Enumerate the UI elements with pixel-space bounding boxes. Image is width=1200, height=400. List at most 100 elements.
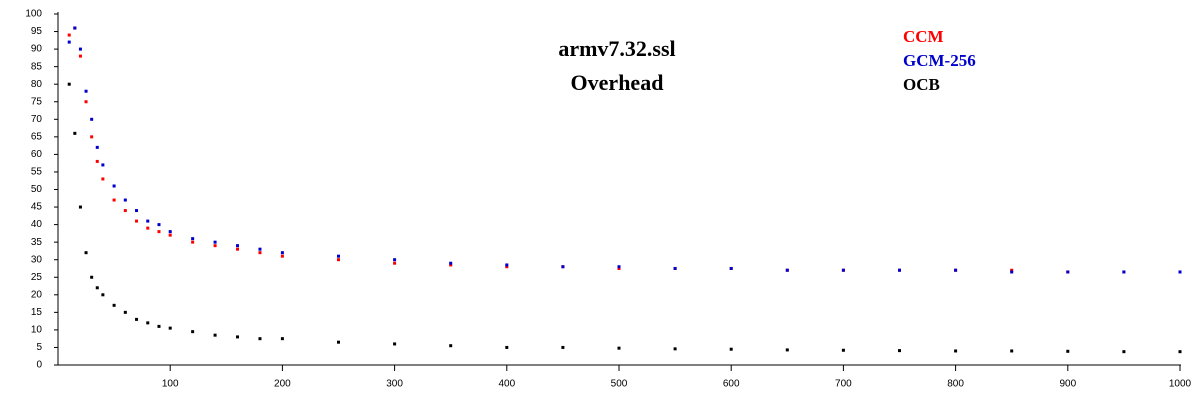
point: [191, 240, 195, 244]
point: [67, 33, 71, 37]
point: [146, 226, 150, 230]
point: [67, 82, 71, 86]
point: [236, 244, 240, 248]
point: [841, 348, 845, 352]
legend-label: GCM-256: [903, 51, 976, 70]
y-tick-label: 75: [31, 96, 43, 107]
x-tick-label: 800: [947, 379, 964, 390]
point: [898, 268, 901, 272]
point: [213, 333, 217, 337]
point: [146, 219, 150, 223]
point: [617, 346, 621, 350]
point: [393, 261, 397, 265]
point: [954, 349, 958, 353]
point: [337, 258, 340, 262]
point: [101, 293, 105, 297]
point: [1010, 349, 1014, 353]
y-tick-label: 5: [36, 342, 42, 353]
point: [84, 251, 88, 255]
point: [191, 237, 195, 241]
point: [1178, 270, 1182, 274]
x-tick-label: 900: [1059, 379, 1076, 390]
point: [157, 324, 161, 328]
point: [135, 219, 139, 223]
point: [112, 184, 116, 188]
point: [280, 251, 284, 255]
point: [123, 310, 127, 314]
point: [67, 40, 71, 44]
point: [146, 321, 150, 325]
legend-label: OCB: [903, 75, 940, 94]
point: [258, 247, 262, 251]
x-tick-label: 1000: [1169, 379, 1192, 390]
point: [84, 89, 88, 93]
point: [112, 198, 116, 202]
y-tick-label: 35: [31, 237, 43, 248]
y-tick-label: 25: [31, 272, 43, 283]
point: [1010, 268, 1014, 272]
point: [90, 275, 94, 279]
point: [78, 47, 82, 51]
point: [673, 266, 677, 270]
point: [73, 131, 77, 135]
point: [1066, 270, 1070, 274]
point: [78, 54, 82, 58]
point: [1178, 350, 1182, 354]
point: [841, 268, 845, 272]
x-tick-label: 700: [835, 379, 852, 390]
point: [505, 345, 509, 349]
point: [258, 251, 262, 255]
x-tick-label: 100: [162, 379, 179, 390]
point: [73, 26, 77, 30]
y-tick-label: 0: [36, 360, 42, 371]
x-tick-label: 200: [274, 379, 291, 390]
point: [729, 266, 733, 270]
point: [236, 335, 240, 339]
chart-subtitle: Overhead: [571, 70, 664, 95]
point: [673, 347, 677, 351]
point: [393, 258, 397, 262]
y-tick-label: 80: [31, 79, 43, 90]
point: [157, 230, 161, 234]
y-tick-label: 15: [31, 307, 43, 318]
y-tick-label: 55: [31, 167, 43, 178]
point: [112, 303, 116, 307]
point: [1122, 350, 1126, 354]
point: [449, 263, 453, 267]
point: [123, 198, 127, 202]
y-tick-label: 70: [31, 114, 43, 125]
y-tick-label: 65: [31, 131, 43, 142]
y-tick-label: 40: [31, 219, 43, 230]
chart-title: armv7.32.ssl: [558, 36, 675, 61]
point: [123, 209, 127, 213]
point: [90, 117, 94, 121]
point: [168, 326, 172, 330]
y-tick-label: 95: [31, 26, 43, 37]
x-tick-label: 300: [386, 379, 403, 390]
point: [135, 317, 139, 321]
x-tick-label: 500: [611, 379, 628, 390]
point: [280, 337, 284, 341]
point: [213, 244, 217, 248]
point: [280, 254, 284, 258]
y-tick-label: 60: [31, 149, 43, 160]
point: [191, 330, 195, 334]
point: [78, 205, 82, 209]
point: [561, 345, 565, 349]
y-tick-label: 20: [31, 289, 43, 300]
point: [168, 233, 172, 237]
y-tick-label: 50: [31, 184, 43, 195]
point: [617, 265, 621, 269]
point: [449, 344, 453, 348]
point: [954, 268, 958, 272]
point: [1122, 270, 1126, 274]
point: [617, 266, 621, 270]
y-tick-label: 100: [25, 9, 42, 20]
point: [90, 135, 94, 139]
point: [213, 240, 217, 244]
point: [236, 247, 240, 251]
point: [785, 268, 789, 272]
y-tick-label: 45: [31, 202, 43, 213]
point: [337, 254, 340, 258]
